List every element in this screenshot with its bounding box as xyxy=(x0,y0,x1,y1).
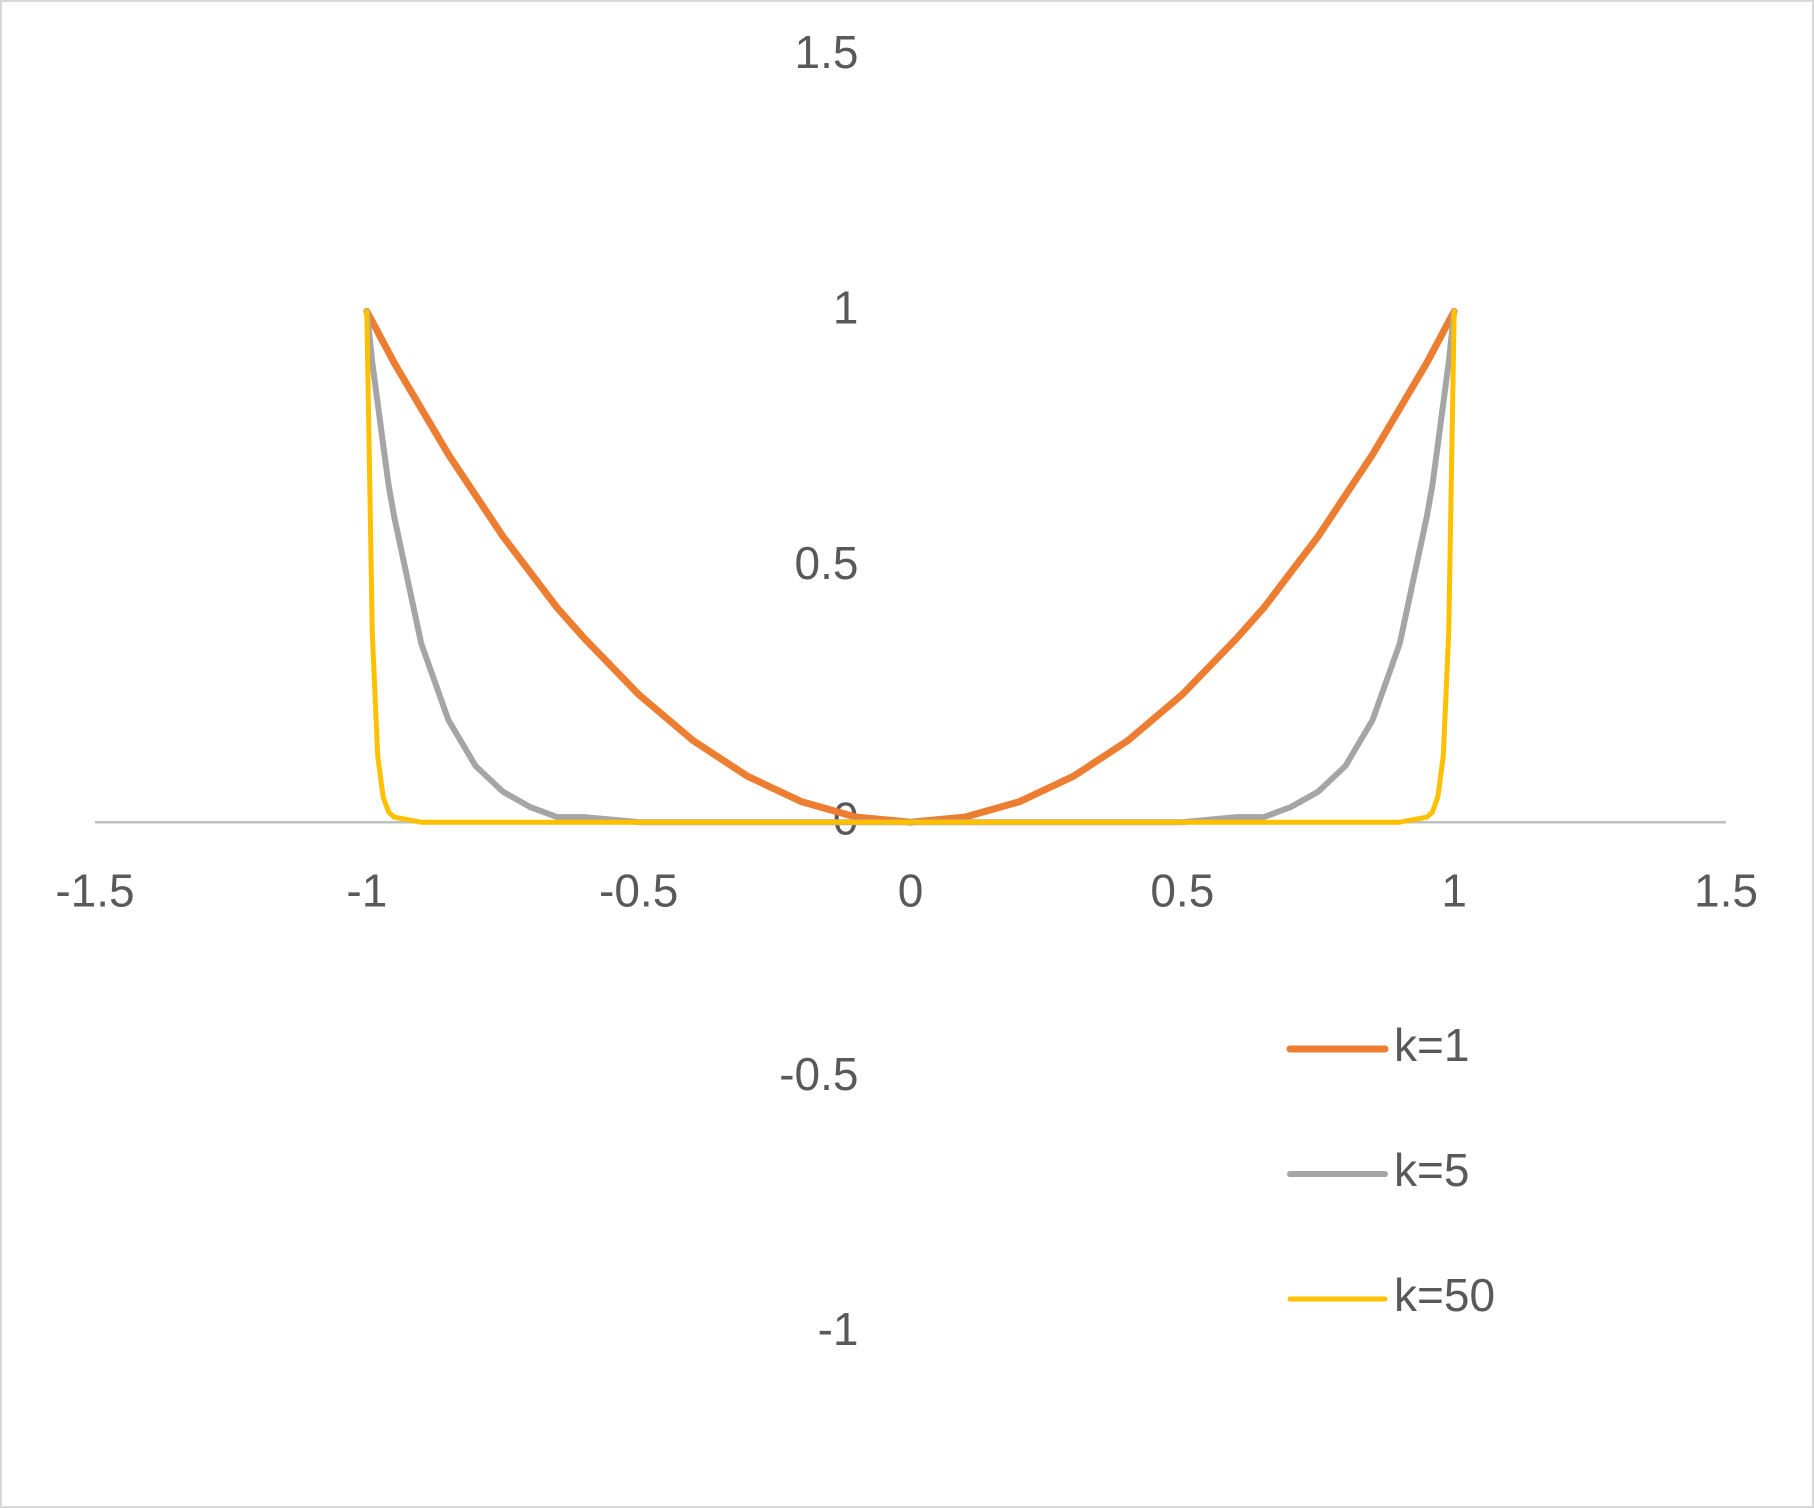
x-tick-label: -1.5 xyxy=(55,864,134,916)
y-tick-label: 1 xyxy=(833,282,859,334)
y-tick-label: -0.5 xyxy=(779,1048,858,1100)
x-tick-label: 0 xyxy=(898,864,924,916)
x-tick-label: -1 xyxy=(346,864,387,916)
y-tick-label: -1 xyxy=(818,1303,859,1355)
series-line xyxy=(364,308,1457,825)
y-tick-label: 1.5 xyxy=(795,26,859,78)
legend-label: k=50 xyxy=(1394,1269,1495,1321)
x-tick-label: 1 xyxy=(1441,864,1467,916)
x-tick-label: 0.5 xyxy=(1150,864,1214,916)
y-tick-label: 0.5 xyxy=(795,537,859,589)
legend-label: k=5 xyxy=(1394,1144,1469,1196)
x-tick-label: 1.5 xyxy=(1694,864,1758,916)
legend-label: k=1 xyxy=(1394,1019,1469,1071)
x-tick-label: -0.5 xyxy=(599,864,678,916)
